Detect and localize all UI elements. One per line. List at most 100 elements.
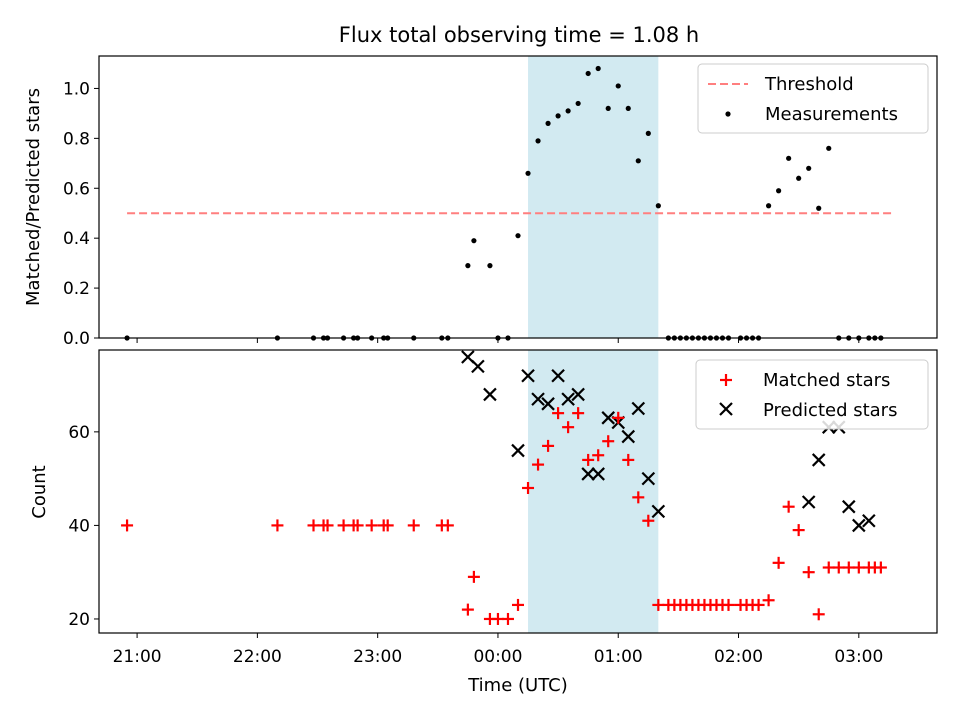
measurement-point xyxy=(585,70,591,77)
measurement-point xyxy=(765,203,772,209)
measurement-point xyxy=(786,155,792,161)
measurement-point xyxy=(595,65,601,72)
measurement-point xyxy=(625,105,631,112)
top-y-ticks: 0.0 0.2 0.4 0.6 0.8 1.0 xyxy=(63,79,99,349)
top-y-tick-label: 1.0 xyxy=(63,79,90,99)
matched-star-point xyxy=(832,561,845,574)
top-y-axis-label: Matched/Predicted stars xyxy=(23,88,44,306)
legend-predicted-label: Predicted stars xyxy=(763,400,897,421)
predicted-star-point xyxy=(811,453,826,467)
matched-star-point xyxy=(762,594,775,607)
matched-star-point xyxy=(512,598,524,611)
x-tick-label: 02:00 xyxy=(714,647,763,667)
legend-matched-label: Matched stars xyxy=(763,370,890,391)
matched-star-point xyxy=(321,519,334,532)
top-y-tick-label: 0.6 xyxy=(63,179,90,199)
x-tick-label: 03:00 xyxy=(834,647,883,667)
legend-predicted-swatch xyxy=(719,402,733,416)
predicted-star-point xyxy=(591,467,605,481)
predicted-star-point xyxy=(571,387,585,402)
predicted-star-point xyxy=(862,513,876,528)
predicted-star-point xyxy=(483,387,497,402)
bottom-y-axis-label: Count xyxy=(29,465,50,518)
matched-star-point xyxy=(612,411,625,424)
bottom-legend: Matched stars Predicted stars xyxy=(695,359,929,430)
matched-star-point xyxy=(622,453,635,466)
matched-star-point xyxy=(407,519,420,532)
matched-star-point xyxy=(874,561,887,574)
predicted-star-point xyxy=(631,401,646,416)
measurement-point xyxy=(816,205,822,211)
measurement-point xyxy=(806,165,812,171)
bottom-plot-frame xyxy=(98,349,938,634)
x-tick-label: 21:00 xyxy=(113,647,162,667)
top-legend-box xyxy=(697,63,929,134)
matched-star-point xyxy=(582,453,595,466)
measurement-point xyxy=(465,263,471,269)
measurement-point xyxy=(645,130,651,136)
x-axis-label: Time (UTC) xyxy=(467,675,568,696)
measurement-point xyxy=(555,113,561,119)
predicted-star-point xyxy=(621,429,636,444)
matched-star-point xyxy=(722,598,735,611)
top-panel: 0.0 0.2 0.4 0.6 0.8 1.0 Matched/Predicted sta… xyxy=(23,55,938,349)
bottom-legend-box xyxy=(695,359,929,430)
matched-star-point xyxy=(812,608,825,621)
matched-star-point xyxy=(802,566,815,579)
bottom-y-tick-label: 40 xyxy=(68,516,90,536)
x-tick-label: 22:00 xyxy=(233,647,282,667)
x-tick-label: 00:00 xyxy=(473,647,522,667)
predicted-star-point xyxy=(581,467,595,481)
predicted-star-point xyxy=(801,495,816,509)
matched-star-point xyxy=(852,561,865,574)
legend-measurements-swatch xyxy=(725,111,731,117)
x-tick-label: 23:00 xyxy=(353,647,402,667)
matched-star-point xyxy=(121,519,134,532)
measurement-point xyxy=(565,108,571,114)
top-plot-frame xyxy=(98,55,938,339)
measurement-point xyxy=(545,120,551,126)
predicted-star-point xyxy=(651,504,666,519)
bottom-y-tick-label: 60 xyxy=(68,423,90,443)
top-y-tick-label: 0.4 xyxy=(63,229,90,249)
predicted-star-point xyxy=(852,518,866,533)
top-y-tick-label: 0.8 xyxy=(63,129,90,149)
bottom-y-ticks: 20 40 60 xyxy=(68,423,99,630)
measurement-point xyxy=(826,145,832,151)
matched-star-point xyxy=(792,524,805,537)
legend-threshold-label: Threshold xyxy=(764,74,854,95)
measurement-point xyxy=(471,238,477,244)
matched-star-point xyxy=(381,519,394,532)
matched-star-point xyxy=(752,598,765,611)
predicted-star-point xyxy=(521,368,535,383)
matched-star-point xyxy=(652,598,665,611)
predicted-star-point xyxy=(541,397,555,411)
x-tick-label: 01:00 xyxy=(594,647,643,667)
matched-star-point xyxy=(772,556,785,569)
matched-star-point xyxy=(842,561,855,574)
measurement-point xyxy=(796,175,802,181)
predicted-star-point xyxy=(511,443,525,458)
matched-star-point xyxy=(461,603,474,616)
predicted-star-point xyxy=(471,359,485,374)
measurement-point xyxy=(575,100,581,107)
bottom-y-tick-label: 20 xyxy=(68,610,90,630)
top-highlight-band xyxy=(528,56,659,338)
measurement-point xyxy=(515,233,521,239)
predicted-star-point xyxy=(531,392,545,406)
top-legend: Threshold Measurements xyxy=(697,63,929,134)
matched-star-point xyxy=(592,449,605,462)
matched-star-point xyxy=(602,435,615,448)
top-y-tick-label: 0.0 xyxy=(63,329,90,349)
matched-star-point xyxy=(337,519,350,532)
matched-star-point xyxy=(307,519,320,532)
matched-star-point xyxy=(822,561,835,574)
top-x-tick-marks xyxy=(136,338,860,343)
predicted-star-point xyxy=(641,471,656,486)
measurement-point xyxy=(535,138,541,144)
matched-star-point xyxy=(782,500,795,513)
legend-matched-swatch xyxy=(720,374,732,386)
chart-title: Flux total observing time = 1.08 h xyxy=(339,23,699,47)
matched-star-point xyxy=(642,514,655,527)
